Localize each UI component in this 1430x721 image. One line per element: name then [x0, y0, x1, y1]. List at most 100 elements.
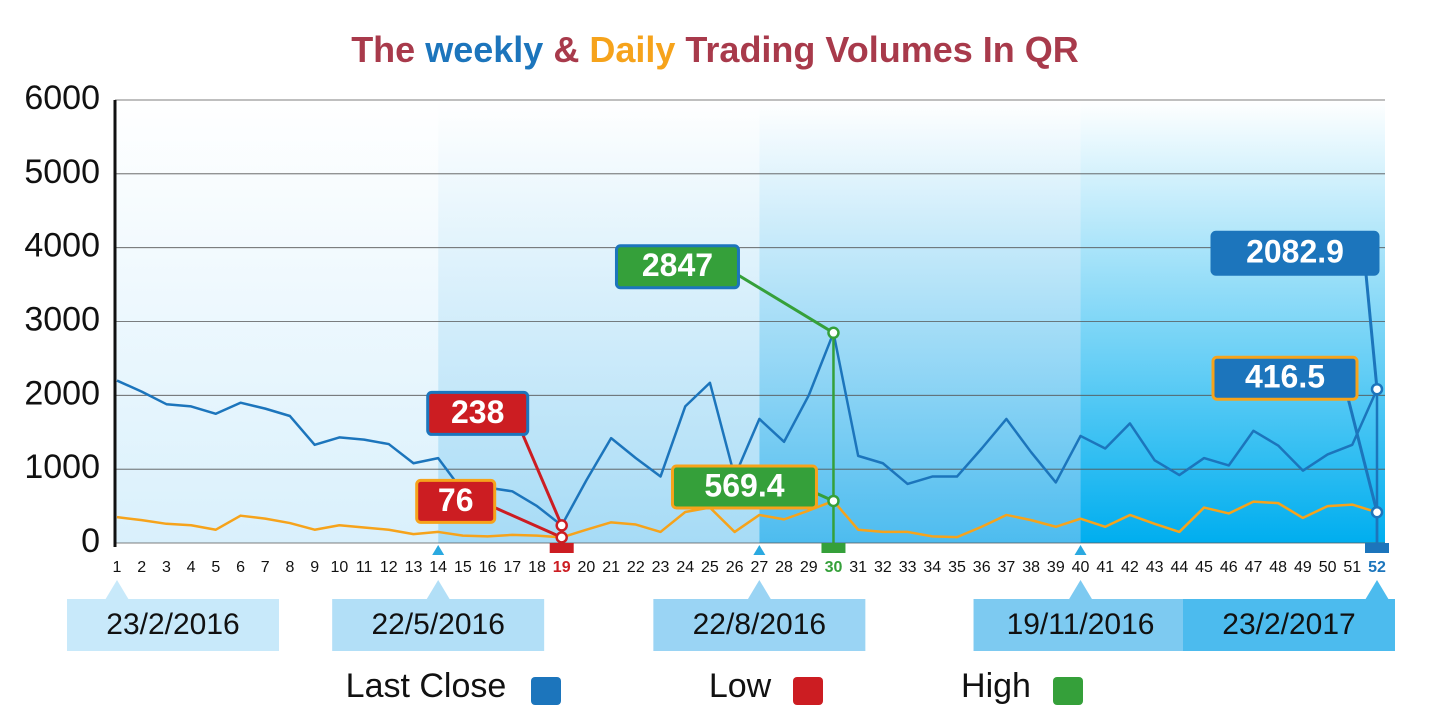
x-tick-label: 48 [1269, 559, 1287, 576]
x-tick-label: 15 [454, 559, 472, 576]
y-tick-label: 1000 [24, 448, 100, 486]
title-part: The [351, 29, 415, 70]
legend-label: High [961, 667, 1031, 705]
x-tick-label: 36 [973, 559, 991, 576]
axis-marker [1074, 545, 1087, 555]
x-tick-label: 12 [380, 559, 398, 576]
label-connector [1362, 253, 1379, 390]
series-line [116, 331, 1379, 527]
x-tick-label: 41 [1096, 559, 1114, 576]
point-marker [555, 519, 568, 532]
point-marker [555, 531, 568, 544]
x-tick-label: 37 [998, 559, 1016, 576]
x-highlight [1365, 543, 1389, 553]
label-connector [723, 265, 835, 335]
x-tick-label: 46 [1220, 559, 1238, 576]
x-tick-label: 11 [356, 559, 373, 576]
x-tick-label: 23 [652, 559, 670, 576]
y-tick-label: 2000 [24, 374, 100, 412]
date-box [1183, 599, 1395, 651]
date-box [67, 599, 279, 651]
x-tick-label: 43 [1146, 559, 1164, 576]
x-tick-label: 27 [750, 559, 768, 576]
title-part: & [553, 29, 579, 70]
date-label: 22/8/2016 [693, 608, 826, 641]
x-tick-label: 7 [261, 559, 270, 576]
x-tick-label: 8 [285, 559, 294, 576]
date-pointer [105, 580, 129, 600]
x-tick-label: 2 [137, 559, 146, 576]
value-label: 2847 [642, 247, 713, 283]
date-pointer [1068, 580, 1093, 600]
y-tick-label: 6000 [24, 79, 100, 117]
x-tick-label: 29 [800, 559, 818, 576]
value-label: 569.4 [704, 467, 784, 503]
x-tick-label: 40 [1072, 559, 1090, 576]
y-tick-label: 4000 [24, 227, 100, 265]
series-line [116, 499, 1378, 539]
x-tick-label: 17 [503, 559, 521, 576]
legend-swatch [531, 677, 561, 705]
x-tick-label: 35 [948, 559, 966, 576]
date-pointer [426, 580, 451, 600]
date-box [973, 599, 1188, 651]
x-tick-label: 6 [236, 559, 245, 576]
date-label: 22/5/2016 [371, 608, 504, 641]
title-part: weekly [424, 29, 543, 70]
x-tick-label: 16 [479, 559, 497, 576]
value-label: 416.5 [1245, 359, 1325, 395]
x-tick-label: 33 [899, 559, 917, 576]
x-tick-label: 1 [113, 559, 122, 576]
y-tick-label: 3000 [24, 300, 100, 338]
value-label-box [426, 390, 530, 436]
point-marker [827, 494, 840, 508]
x-tick-label: 18 [528, 559, 546, 576]
x-tick-label: 22 [627, 559, 645, 576]
y-tick-label: 5000 [24, 153, 100, 191]
x-tick-label: 20 [578, 559, 596, 576]
x-tick-label: 32 [874, 559, 892, 576]
date-box [332, 599, 545, 651]
x-tick-label: 39 [1047, 559, 1065, 576]
value-label-box [1211, 355, 1359, 401]
point-marker [827, 326, 840, 340]
chart-title: The weekly & Daily Trading Volumes In QR [351, 29, 1079, 70]
value-label-box [670, 464, 818, 510]
date-pointer [1365, 580, 1389, 600]
value-label-box [415, 478, 497, 524]
date-label: 23/2/2016 [106, 608, 239, 641]
value-label: 238 [451, 394, 504, 430]
axis-marker [432, 545, 445, 555]
x-tick-label: 25 [701, 559, 719, 576]
x-tick-label: 10 [330, 559, 348, 576]
date-label: 23/2/2017 [1222, 608, 1355, 641]
date-pointer [747, 580, 772, 600]
date-label: 19/11/2016 [1007, 608, 1155, 641]
x-tick-label: 30 [825, 559, 843, 576]
x-tick-label: 3 [162, 559, 171, 576]
x-tick-label: 31 [849, 559, 867, 576]
x-tick-label: 44 [1170, 559, 1188, 576]
x-tick-label: 50 [1319, 559, 1337, 576]
point-marker [1370, 382, 1384, 396]
x-tick-label: 9 [310, 559, 319, 576]
point-marker [1370, 505, 1384, 519]
x-tick-label: 47 [1245, 559, 1263, 576]
value-label: 2082.9 [1246, 234, 1344, 270]
x-tick-label: 26 [726, 559, 744, 576]
x-tick-label: 21 [602, 559, 620, 576]
title-part: Trading Volumes In QR [685, 29, 1078, 70]
x-tick-label: 13 [405, 559, 423, 576]
x-tick-label: 49 [1294, 559, 1312, 576]
legend-swatch [1053, 677, 1083, 705]
x-tick-label: 38 [1022, 559, 1040, 576]
x-tick-label: 34 [923, 559, 941, 576]
axis-marker [753, 545, 766, 555]
date-box [653, 599, 866, 651]
value-label: 76 [438, 482, 474, 518]
x-tick-label: 5 [211, 559, 220, 576]
x-tick-label: 42 [1121, 559, 1139, 576]
y-tick-label: 0 [81, 522, 100, 560]
legend-swatch [793, 677, 823, 705]
